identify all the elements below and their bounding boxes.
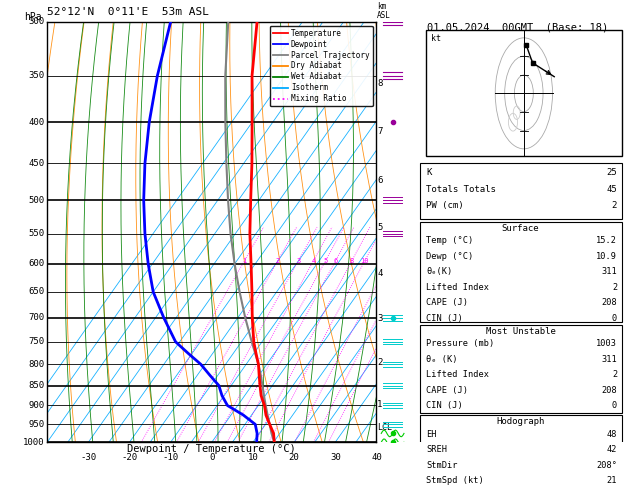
Text: 5: 5: [377, 223, 382, 232]
Text: -20: -20: [121, 453, 138, 462]
Text: 0: 0: [612, 401, 617, 411]
Text: 8: 8: [350, 258, 354, 264]
Text: 0: 0: [612, 314, 617, 323]
Text: 700: 700: [28, 313, 45, 322]
Text: 208°: 208°: [596, 461, 617, 470]
Text: CIN (J): CIN (J): [426, 401, 463, 411]
Text: 40: 40: [371, 453, 382, 462]
Text: θₑ(K): θₑ(K): [426, 267, 452, 277]
Text: 48: 48: [607, 430, 617, 439]
Text: 650: 650: [28, 287, 45, 296]
Text: 311: 311: [601, 267, 617, 277]
Text: 25: 25: [606, 168, 617, 177]
Text: 6: 6: [333, 258, 338, 264]
Text: 1000: 1000: [23, 438, 45, 447]
Text: 7: 7: [377, 127, 382, 136]
Text: 5: 5: [323, 258, 328, 264]
Text: 2: 2: [612, 283, 617, 292]
Text: 20: 20: [289, 453, 299, 462]
Text: CAPE (J): CAPE (J): [426, 386, 468, 395]
Text: 21: 21: [607, 476, 617, 486]
Text: km
ASL: km ASL: [377, 2, 391, 20]
Text: Temp (°C): Temp (°C): [426, 236, 474, 245]
Text: 6: 6: [377, 175, 382, 185]
Text: CAPE (J): CAPE (J): [426, 298, 468, 308]
Text: 300: 300: [28, 17, 45, 26]
Bar: [420, 325, 621, 413]
Text: θₑ (K): θₑ (K): [426, 355, 458, 364]
Text: 3: 3: [296, 258, 300, 264]
Text: StmDir: StmDir: [426, 461, 458, 470]
Text: 2: 2: [377, 358, 382, 366]
Text: 800: 800: [28, 360, 45, 369]
Text: 850: 850: [28, 381, 45, 390]
Text: Most Unstable: Most Unstable: [486, 327, 555, 336]
Text: 208: 208: [601, 298, 617, 308]
Bar: [420, 163, 621, 220]
X-axis label: Dewpoint / Temperature (°C): Dewpoint / Temperature (°C): [128, 444, 296, 453]
Text: 0: 0: [209, 453, 214, 462]
Text: 600: 600: [28, 260, 45, 268]
Text: 450: 450: [28, 159, 45, 168]
Text: 311: 311: [601, 355, 617, 364]
Text: hPa: hPa: [24, 12, 42, 22]
Text: 950: 950: [28, 420, 45, 429]
Text: 500: 500: [28, 196, 45, 205]
Text: kt: kt: [431, 35, 440, 43]
Bar: [420, 222, 621, 322]
Text: Hodograph: Hodograph: [496, 417, 545, 426]
Text: LCL: LCL: [377, 423, 392, 432]
Text: EH: EH: [426, 430, 437, 439]
Text: 10: 10: [360, 258, 369, 264]
Text: 2: 2: [276, 258, 280, 264]
Text: Dewp (°C): Dewp (°C): [426, 252, 474, 261]
Text: 400: 400: [28, 118, 45, 127]
Text: 01.05.2024  00GMT  (Base: 18): 01.05.2024 00GMT (Base: 18): [426, 23, 608, 33]
Text: 10: 10: [248, 453, 259, 462]
Text: 45: 45: [606, 185, 617, 193]
Text: -30: -30: [81, 453, 96, 462]
Text: PW (cm): PW (cm): [426, 201, 464, 210]
Legend: Temperature, Dewpoint, Parcel Trajectory, Dry Adiabat, Wet Adiabat, Isotherm, Mi: Temperature, Dewpoint, Parcel Trajectory…: [269, 26, 372, 106]
Bar: [426, 30, 621, 156]
Text: 750: 750: [28, 337, 45, 347]
Text: 10.9: 10.9: [596, 252, 617, 261]
Text: StmSpd (kt): StmSpd (kt): [426, 476, 484, 486]
Text: 350: 350: [28, 71, 45, 80]
Text: 208: 208: [601, 386, 617, 395]
Text: 42: 42: [607, 445, 617, 454]
Text: Surface: Surface: [502, 224, 540, 233]
Text: 30: 30: [330, 453, 341, 462]
Text: Pressure (mb): Pressure (mb): [426, 339, 494, 348]
Text: 2: 2: [612, 370, 617, 380]
Text: 1: 1: [377, 400, 382, 409]
Text: Lifted Index: Lifted Index: [426, 283, 489, 292]
Text: 8: 8: [377, 79, 382, 88]
Text: 900: 900: [28, 401, 45, 410]
Text: 52°12'N  0°11'E  53m ASL: 52°12'N 0°11'E 53m ASL: [47, 7, 209, 17]
Text: 1003: 1003: [596, 339, 617, 348]
Text: 550: 550: [28, 229, 45, 238]
Text: K: K: [426, 168, 431, 177]
Text: Mixing Ratio (g/kg): Mixing Ratio (g/kg): [423, 188, 431, 276]
Text: -10: -10: [162, 453, 179, 462]
Text: 3: 3: [377, 314, 382, 323]
Text: CIN (J): CIN (J): [426, 314, 463, 323]
Text: 15.2: 15.2: [596, 236, 617, 245]
Bar: [420, 415, 621, 486]
Text: 4: 4: [377, 269, 382, 278]
Text: 4: 4: [311, 258, 316, 264]
Text: Totals Totals: Totals Totals: [426, 185, 496, 193]
Text: 1: 1: [242, 258, 247, 264]
Text: 2: 2: [612, 201, 617, 210]
Text: SREH: SREH: [426, 445, 447, 454]
Text: Lifted Index: Lifted Index: [426, 370, 489, 380]
